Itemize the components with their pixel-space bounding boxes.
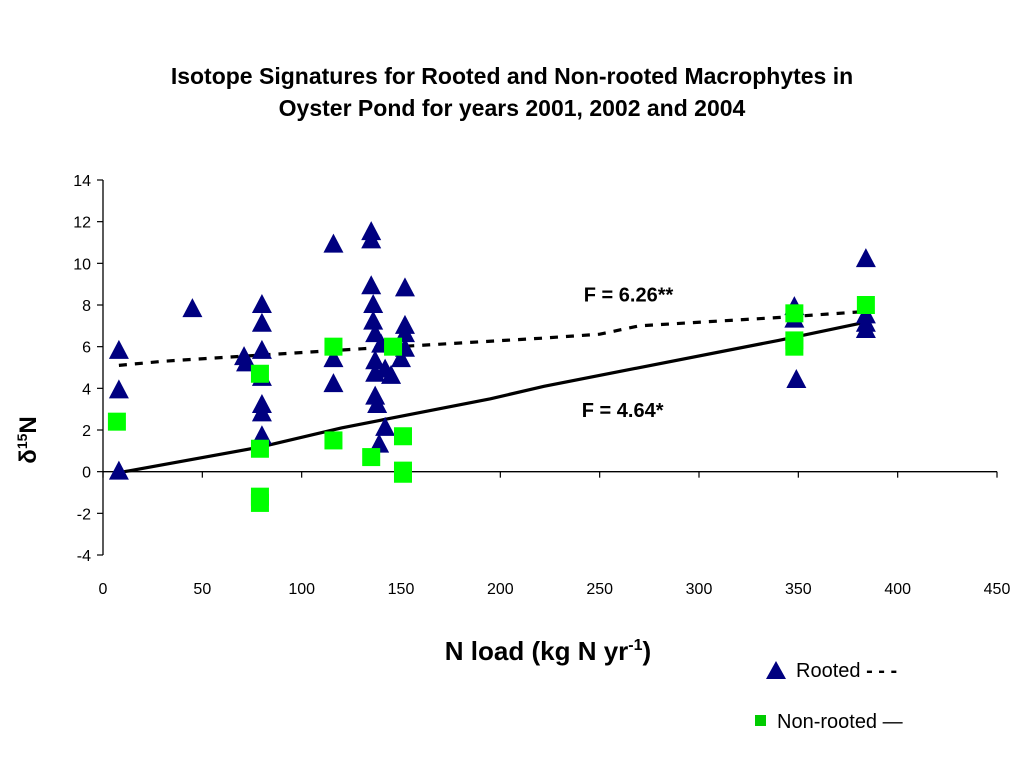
non-rooted-point bbox=[107, 412, 126, 431]
rooted-point bbox=[367, 394, 388, 413]
annotation-1: F = 6.26** bbox=[584, 285, 674, 307]
y-tick-label: 4 bbox=[82, 381, 91, 398]
rooted-point bbox=[251, 425, 272, 445]
legend: Rooted - - - Non-rooted — bbox=[755, 660, 903, 733]
rooted-point bbox=[251, 294, 272, 313]
y-tick-label: -4 bbox=[77, 548, 91, 565]
rooted-point bbox=[391, 348, 411, 368]
x-axis-label-close: ) bbox=[643, 636, 652, 666]
rooted-point bbox=[855, 319, 876, 338]
rooted-point bbox=[323, 373, 344, 393]
x-tick-label: 350 bbox=[785, 581, 812, 598]
y-tick-label: 6 bbox=[82, 340, 91, 357]
x-tick-label: 300 bbox=[686, 581, 713, 598]
chart-title: Isotope Signatures for Rooted and Non-ro… bbox=[0, 60, 1024, 124]
rooted-point bbox=[323, 233, 344, 253]
rooted-point bbox=[381, 364, 402, 384]
non-rooted-point bbox=[393, 464, 412, 483]
x-tick-label: 150 bbox=[388, 581, 415, 598]
x-tick-label: 450 bbox=[984, 581, 1011, 598]
y-axis-label: δ15N bbox=[14, 416, 42, 463]
legend-non-rooted-line-symbol: — bbox=[883, 711, 903, 733]
non-rooted-point bbox=[250, 364, 269, 383]
fit-lines bbox=[118, 309, 869, 475]
non-rooted-point bbox=[785, 337, 804, 356]
legend-rooted-line-symbol: - - - bbox=[866, 660, 897, 682]
non-rooted-point bbox=[393, 427, 412, 446]
rooted-point bbox=[251, 339, 272, 359]
rooted-point bbox=[855, 248, 876, 268]
x-axis-label: N load (kg N yr-1) bbox=[445, 636, 651, 666]
y-tick-label: 8 bbox=[82, 298, 91, 315]
x-tick-label: 0 bbox=[99, 581, 108, 598]
non-rooted-point bbox=[250, 493, 269, 512]
legend-rooted-label: Rooted - - - bbox=[796, 660, 897, 682]
markers bbox=[107, 221, 876, 512]
non-rooted-point bbox=[856, 296, 875, 314]
non-rooted-point bbox=[324, 337, 343, 356]
rooted-point bbox=[323, 348, 344, 368]
annotations: F = 6.26** F = 4.64* bbox=[582, 285, 674, 423]
rooted-point bbox=[251, 312, 272, 332]
series-2-fit-line bbox=[118, 320, 869, 475]
rooted-point bbox=[361, 229, 382, 249]
x-tick-label: 50 bbox=[193, 581, 211, 598]
rooted-point bbox=[108, 379, 129, 399]
non-rooted-point bbox=[785, 304, 804, 323]
y-tick-label: -2 bbox=[77, 506, 91, 523]
x-tick-label: 400 bbox=[884, 581, 911, 598]
rooted-point bbox=[365, 350, 386, 370]
legend-rooted-marker bbox=[766, 661, 786, 679]
chart-title-line-2: Oyster Pond for years 2001, 2002 and 200… bbox=[278, 95, 746, 121]
rooted-point bbox=[394, 323, 415, 343]
rooted-point bbox=[182, 298, 203, 318]
x-tick-label: 100 bbox=[288, 581, 315, 598]
y-tick-label: 14 bbox=[73, 173, 91, 190]
rooted-point bbox=[786, 369, 807, 388]
rooted-point bbox=[108, 460, 129, 480]
y-tick-label: 2 bbox=[82, 423, 91, 440]
x-axis-label-superscript: -1 bbox=[628, 637, 642, 654]
series-1-fit-line bbox=[118, 309, 869, 367]
chart-title-line-1: Isotope Signatures for Rooted and Non-ro… bbox=[170, 63, 854, 89]
rooted-point bbox=[108, 339, 129, 359]
rooted-point bbox=[363, 310, 384, 330]
x-tick-label: 250 bbox=[586, 581, 613, 598]
x-tick-label: 200 bbox=[487, 581, 514, 598]
rooted-point bbox=[361, 275, 382, 295]
rooted-point bbox=[251, 402, 272, 422]
y-axis-label-prefix: δ bbox=[15, 449, 42, 464]
non-rooted-point bbox=[384, 337, 403, 356]
axes: -4 -2 0 2 4 6 8 10 12 14 0 50 100 150 200 250 300 350 400 4… bbox=[73, 173, 1010, 598]
y-tick-label: 12 bbox=[73, 215, 91, 232]
rooted-point bbox=[369, 433, 390, 453]
y-tick-label: 10 bbox=[73, 256, 91, 273]
y-axis-label-superscript: 15 bbox=[14, 433, 30, 449]
non-rooted-point bbox=[362, 448, 381, 467]
rooted-point bbox=[375, 416, 396, 436]
legend-non-rooted-label: Non-rooted — bbox=[777, 711, 903, 733]
legend-non-rooted-marker bbox=[755, 715, 766, 726]
y-axis-label-main: N bbox=[15, 416, 42, 433]
rooted-point bbox=[394, 277, 415, 297]
rooted-point bbox=[363, 294, 384, 313]
non-rooted-point bbox=[324, 431, 343, 450]
y-tick-label: 0 bbox=[82, 465, 91, 482]
annotation-2: F = 4.64* bbox=[582, 400, 664, 422]
x-axis-label-main: N load (kg N yr bbox=[445, 636, 628, 666]
non-rooted-point bbox=[250, 439, 269, 458]
